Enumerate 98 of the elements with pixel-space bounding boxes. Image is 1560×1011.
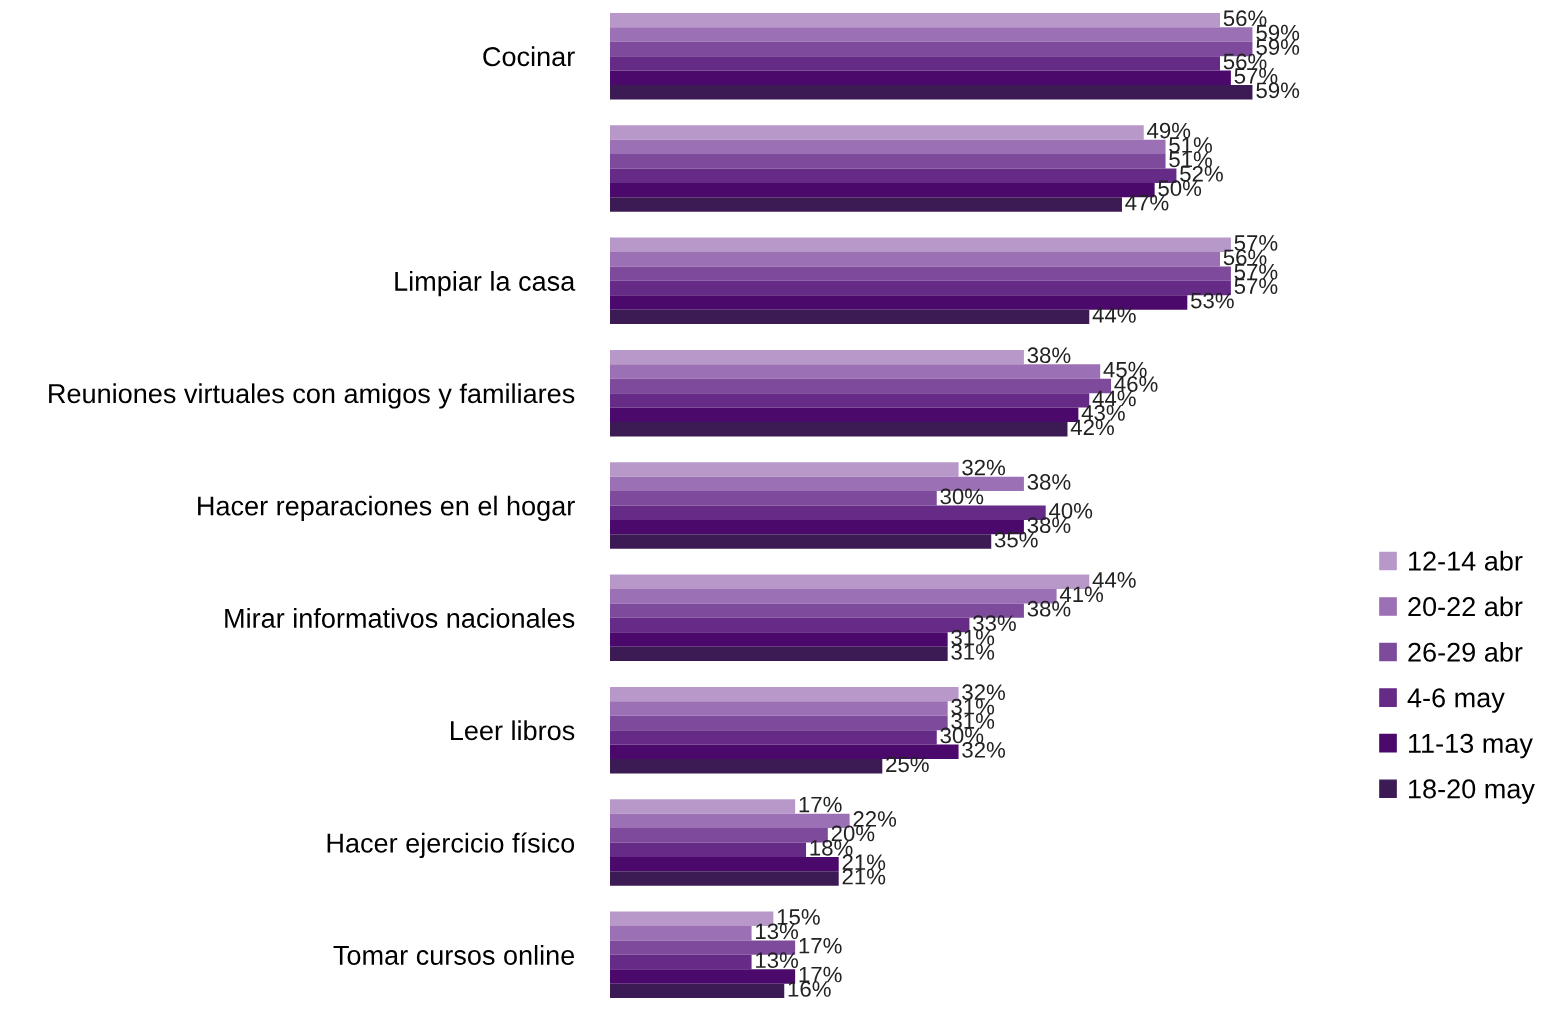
data-label: 31% <box>951 629 995 646</box>
bar <box>609 534 992 549</box>
data-label: 38% <box>1027 474 1071 490</box>
data-label: 21% <box>842 854 886 870</box>
y-tick-label: Hacer reparaciones en el hogar <box>198 495 575 521</box>
data-label: 44% <box>1092 390 1136 407</box>
bar <box>609 954 752 970</box>
data-label: 56% <box>1223 249 1267 266</box>
data-label: 31% <box>951 698 995 715</box>
bar <box>609 983 785 999</box>
data-label: 56% <box>1223 53 1267 70</box>
data-label: 59% <box>1256 39 1300 55</box>
y-tick-label: Hacer ejercicio físico <box>327 832 575 859</box>
bar <box>609 139 1166 155</box>
data-label: 13% <box>756 952 799 969</box>
y-tick-label: Mirar informativos nacionales <box>225 608 575 628</box>
legend-label: 11-13 may <box>1409 733 1533 759</box>
bar <box>609 842 807 857</box>
legend-label: 4-6 may <box>1407 688 1505 713</box>
data-label: 38% <box>1027 517 1071 534</box>
bar <box>609 730 937 745</box>
bar <box>609 252 1220 267</box>
data-label: 56% <box>1223 10 1267 27</box>
bar <box>609 701 948 716</box>
data-label: 51% <box>1169 151 1212 168</box>
data-label: 59% <box>1256 82 1300 99</box>
data-label: 47% <box>1125 194 1169 211</box>
y-tick-label: Limpiar la casa <box>395 271 576 297</box>
bar <box>609 422 1068 437</box>
data-label: 32% <box>962 684 1006 701</box>
data-label: 16% <box>788 981 831 997</box>
data-label: 38% <box>1027 347 1071 364</box>
y-tick-label: Leer libros <box>451 720 575 741</box>
bar <box>609 364 1101 379</box>
data-label: 20% <box>831 825 875 842</box>
bar <box>609 27 1253 42</box>
bar <box>609 197 1122 212</box>
data-label: 22% <box>853 811 897 827</box>
bar <box>609 871 839 886</box>
bar <box>609 799 796 814</box>
data-label: 17% <box>799 937 842 954</box>
data-label: 32% <box>962 459 1006 476</box>
data-label: 44% <box>1092 572 1136 588</box>
data-label: 40% <box>1048 502 1093 519</box>
bar <box>609 70 1231 85</box>
data-label: 41% <box>1059 586 1104 603</box>
bar <box>609 154 1166 169</box>
data-label: 42% <box>1070 419 1114 436</box>
data-label: 17% <box>799 966 842 983</box>
bar <box>609 632 948 647</box>
data-label: 31% <box>951 713 995 729</box>
y-tick-label: Cocinar <box>483 46 575 67</box>
legend-label: 12-14 abr <box>1409 550 1523 571</box>
bar <box>609 349 1024 365</box>
data-label: 57% <box>1234 278 1278 295</box>
bar <box>609 646 948 662</box>
bar <box>609 266 1231 281</box>
bar <box>609 491 937 506</box>
data-label: 49% <box>1147 122 1191 139</box>
legend-label: 18-20 may <box>1409 779 1535 804</box>
legend-label: 20-22 abr <box>1408 596 1523 617</box>
data-label: 50% <box>1158 180 1202 197</box>
bar <box>609 856 839 872</box>
data-label: 30% <box>940 488 984 505</box>
legend-label: 26-29 abr <box>1408 641 1523 662</box>
bar <box>609 125 1144 140</box>
data-label: 30% <box>940 727 984 744</box>
bar <box>609 309 1090 325</box>
bar <box>609 12 1220 28</box>
data-label: 13% <box>756 923 799 940</box>
bar <box>609 85 1253 100</box>
bar <box>609 926 752 941</box>
data-label: 32% <box>962 742 1006 758</box>
data-label: 35% <box>994 531 1038 548</box>
data-label: 45% <box>1103 361 1147 378</box>
bar <box>609 462 959 477</box>
data-label: 59% <box>1256 24 1300 41</box>
data-label: 52% <box>1180 165 1223 182</box>
data-label: 33% <box>973 615 1016 632</box>
data-label: 43% <box>1081 405 1125 421</box>
y-tick-label: Tomar cursos online <box>333 945 575 965</box>
data-label: 25% <box>886 756 929 773</box>
data-label: 57% <box>1234 263 1278 280</box>
data-label: 18% <box>810 839 853 856</box>
data-label: 38% <box>1027 600 1071 617</box>
data-label: 53% <box>1190 292 1234 309</box>
data-label: 15% <box>777 909 820 925</box>
y-tick-label: Reuniones virtuales con amigos y familiares <box>49 383 575 409</box>
data-label: 21% <box>842 868 886 885</box>
data-label: 44% <box>1092 307 1136 323</box>
data-label: 46% <box>1114 376 1158 392</box>
data-label: 57% <box>1234 235 1278 251</box>
data-label: 31% <box>951 644 995 660</box>
data-label: 51% <box>1169 137 1212 153</box>
data-label: 57% <box>1234 68 1278 84</box>
bar <box>609 56 1220 71</box>
bar <box>609 759 883 774</box>
data-label: 17% <box>799 796 842 813</box>
